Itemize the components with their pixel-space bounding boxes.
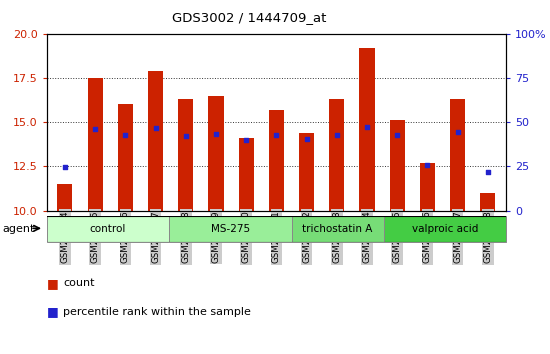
Bar xyxy=(47,216,169,242)
Point xyxy=(60,164,69,170)
Text: ■: ■ xyxy=(47,277,58,290)
Text: GSM234806: GSM234806 xyxy=(423,211,432,263)
Text: MS-275: MS-275 xyxy=(211,224,250,234)
Bar xyxy=(420,163,435,211)
Text: GSM234800: GSM234800 xyxy=(241,211,251,263)
Bar xyxy=(292,216,383,242)
Text: GSM234799: GSM234799 xyxy=(211,211,221,263)
Point xyxy=(272,132,280,138)
Bar xyxy=(178,99,193,211)
Text: GSM234807: GSM234807 xyxy=(453,211,462,263)
Point xyxy=(453,129,462,135)
Point xyxy=(362,125,371,130)
Bar xyxy=(450,99,465,211)
Text: control: control xyxy=(90,224,126,234)
Bar xyxy=(57,184,73,211)
Point xyxy=(212,131,221,137)
Text: GSM234808: GSM234808 xyxy=(483,211,492,263)
Point xyxy=(91,126,100,132)
Text: GSM234801: GSM234801 xyxy=(272,211,281,263)
Text: GSM234803: GSM234803 xyxy=(332,211,342,263)
Bar xyxy=(390,120,405,211)
Point xyxy=(182,133,190,139)
Text: GSM234802: GSM234802 xyxy=(302,211,311,263)
Point xyxy=(242,137,251,143)
Point xyxy=(332,132,341,137)
Text: count: count xyxy=(63,278,95,288)
Text: GSM234798: GSM234798 xyxy=(182,211,190,263)
Text: agent: agent xyxy=(3,224,35,234)
Bar xyxy=(299,133,314,211)
Bar xyxy=(383,216,506,242)
Point xyxy=(151,125,160,131)
Bar xyxy=(118,104,133,211)
Text: trichostatin A: trichostatin A xyxy=(302,224,373,234)
Text: percentile rank within the sample: percentile rank within the sample xyxy=(63,307,251,316)
Bar xyxy=(169,216,292,242)
Text: GSM234804: GSM234804 xyxy=(362,211,371,263)
Text: valproic acid: valproic acid xyxy=(411,224,478,234)
Bar xyxy=(360,48,375,211)
Text: GSM234797: GSM234797 xyxy=(151,211,160,263)
Point xyxy=(483,169,492,175)
Point xyxy=(302,136,311,142)
Point xyxy=(393,132,402,137)
Bar xyxy=(269,110,284,211)
Point xyxy=(121,132,130,137)
Text: GSM234795: GSM234795 xyxy=(91,211,100,263)
Text: GSM234794: GSM234794 xyxy=(60,211,69,263)
Bar xyxy=(329,99,344,211)
Point xyxy=(423,163,432,169)
Bar xyxy=(480,193,496,211)
Bar xyxy=(148,71,163,211)
Text: GSM234796: GSM234796 xyxy=(121,211,130,263)
Bar xyxy=(208,96,223,211)
Text: GDS3002 / 1444709_at: GDS3002 / 1444709_at xyxy=(172,11,326,24)
Text: GSM234805: GSM234805 xyxy=(393,211,402,263)
Bar xyxy=(87,78,103,211)
Text: ■: ■ xyxy=(47,305,58,318)
Bar xyxy=(239,138,254,211)
